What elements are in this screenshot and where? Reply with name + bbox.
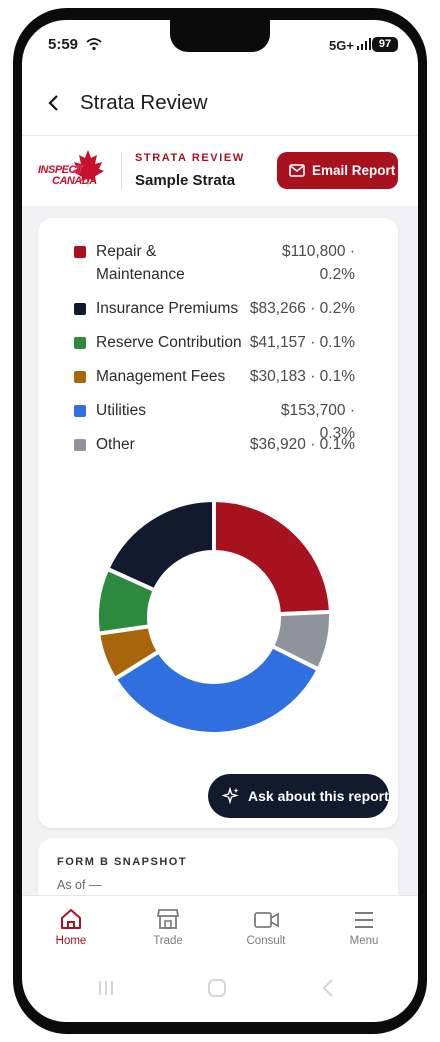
battery: 97 bbox=[372, 37, 398, 52]
donut-slice bbox=[270, 609, 333, 672]
nav-label: Consult bbox=[246, 935, 286, 947]
button-label: Email Report bbox=[312, 163, 396, 178]
logo-leaf bbox=[72, 150, 104, 186]
legend-item: Reserve Contribution $41,157 · 0.1% bbox=[74, 331, 374, 354]
donut-slice bbox=[112, 644, 321, 736]
button-label: Ask about this report bbox=[248, 788, 389, 804]
wifi-icon bbox=[86, 38, 102, 51]
report-label: STRATA REVIEW bbox=[135, 152, 245, 164]
divider bbox=[22, 135, 418, 136]
legend-item: Utilities $153,700 · 0.3% bbox=[74, 399, 374, 445]
sparkle-icon bbox=[222, 787, 239, 805]
back-button[interactable] bbox=[46, 94, 60, 112]
legend-value: $36,920 · 0.1% bbox=[249, 436, 355, 453]
legend-item: Repair & Maintenance $110,800 · 0.2% bbox=[74, 240, 374, 286]
report-name: Sample Strata bbox=[135, 172, 236, 189]
divider bbox=[121, 152, 122, 190]
legend-value: $41,157 · 0.1% bbox=[249, 334, 355, 351]
notch bbox=[170, 20, 270, 52]
legend-label: Repair & Maintenance bbox=[96, 243, 185, 283]
donut-slice bbox=[212, 498, 333, 617]
legend-value: $110,800 · 0.2% bbox=[282, 243, 355, 283]
legend-label: Insurance Premiums bbox=[96, 300, 239, 317]
snapshot-title: FORM B SNAPSHOT bbox=[57, 856, 188, 868]
legend-swatch bbox=[74, 337, 86, 349]
nav-label: Menu bbox=[349, 935, 379, 947]
ask-button[interactable]: Ask about this report bbox=[208, 774, 389, 818]
legend-label: Reserve Contribution bbox=[96, 334, 242, 351]
mail-icon bbox=[289, 164, 305, 177]
consult-icon[interactable] bbox=[254, 911, 280, 929]
nav-label: Trade bbox=[153, 935, 183, 947]
legend-item: Management Fees $30,183 · 0.1% bbox=[74, 365, 374, 388]
legend-item: Other $36,920 · 0.1% bbox=[74, 433, 374, 456]
legend-label: Utilities bbox=[96, 402, 146, 419]
logo-text: INSPECT bbox=[38, 164, 83, 176]
legend-value: $30,183 · 0.1% bbox=[249, 368, 355, 385]
legend-swatch bbox=[74, 303, 86, 315]
bottom-nav bbox=[22, 895, 418, 976]
page-title: Strata Review bbox=[80, 91, 208, 114]
status-time: 5:59 bbox=[48, 36, 79, 53]
logo-text: CANADA bbox=[52, 175, 97, 187]
snapshot-date: As of — bbox=[57, 878, 102, 892]
nav-label: Home bbox=[55, 935, 87, 947]
legend-swatch bbox=[74, 371, 86, 383]
signal-icon bbox=[357, 38, 371, 50]
legend-value: $153,700 · 0.3% bbox=[280, 402, 355, 442]
legend-item: Insurance Premiums $83,266 · 0.2% bbox=[74, 297, 374, 320]
home-icon[interactable] bbox=[60, 908, 82, 930]
legend-label: Management Fees bbox=[96, 368, 226, 385]
legend-swatch bbox=[74, 405, 86, 417]
trade-icon[interactable] bbox=[156, 908, 180, 930]
status-network: 5G+ bbox=[329, 38, 354, 53]
system-nav bbox=[99, 979, 333, 997]
donut-chart bbox=[95, 498, 333, 736]
legend-swatch bbox=[74, 439, 86, 451]
legend-swatch bbox=[74, 246, 86, 258]
legend-label: Other bbox=[96, 436, 135, 453]
menu-icon[interactable] bbox=[354, 911, 374, 929]
email-report-button[interactable]: Email Report bbox=[277, 152, 398, 189]
legend-value: $83,266 · 0.2% bbox=[249, 300, 355, 317]
